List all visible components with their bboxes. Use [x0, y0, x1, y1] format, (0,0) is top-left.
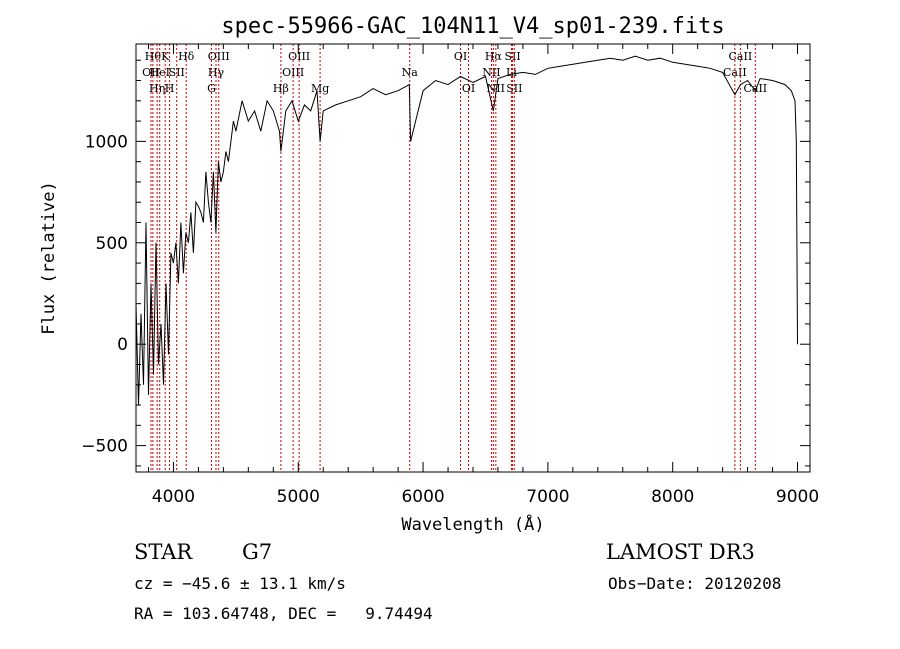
line-label: G: [207, 82, 216, 95]
spectrum-chart: OII Hθ Hη HeI K H SII Hδ G Hγ OIII Hβ OIII OIII Mg Na OI…: [39, 14, 819, 535]
y-tick-label: 0: [117, 335, 128, 355]
line-label: SII: [506, 82, 522, 95]
line-label: OI: [462, 82, 475, 95]
x-tick-label: 6000: [401, 487, 444, 507]
line-label: OII: [142, 66, 160, 79]
spectrum-line: [135, 55, 798, 406]
line-label: Hβ: [273, 82, 289, 95]
obs-date: Obs−Date: 20120208: [608, 574, 782, 593]
plot-frame: [135, 43, 811, 473]
line-label: Hγ: [208, 66, 225, 79]
line-label: OI: [454, 50, 467, 63]
y-tick-label: −500: [81, 437, 128, 457]
coordinates: RA = 103.64748, DEC = 9.74494: [134, 604, 433, 623]
line-label: Mg: [311, 82, 329, 95]
line-label: Hθ: [145, 50, 162, 63]
line-label: Na: [402, 66, 419, 79]
line-label: OIII: [282, 66, 304, 79]
line-label: K: [161, 50, 170, 63]
line-label: HeI: [149, 66, 169, 79]
x-tick-label: 5000: [277, 487, 320, 507]
line-label: CaII: [729, 50, 753, 63]
x-tick-label: 4000: [152, 487, 195, 507]
line-label: CaII: [743, 82, 767, 95]
object-class: STAR: [134, 540, 193, 564]
line-label: Hη: [149, 82, 165, 95]
x-axis-label: Wavelength (Å): [401, 513, 544, 535]
line-label: Hδ: [178, 50, 195, 63]
line-label: CaII: [723, 66, 747, 79]
object-subclass: G7: [242, 540, 273, 564]
line-label: OIII: [288, 50, 310, 63]
y-tick-label: 500: [96, 234, 128, 254]
x-tick-label: 9000: [776, 487, 819, 507]
x-tick-label: 8000: [651, 487, 694, 507]
redshift-cz: cz = −45.6 ± 13.1 km/s: [134, 574, 346, 593]
line-label: H: [165, 82, 175, 95]
line-label: SII: [169, 66, 185, 79]
line-label: Hα: [485, 50, 503, 63]
line-label: SII: [504, 50, 520, 63]
line-label: OIII: [208, 50, 230, 63]
chart-title: spec-55966-GAC_104N11_V4_sp01-239.fits: [221, 14, 724, 39]
survey-name: LAMOST DR3: [606, 540, 755, 564]
line-label: NII: [487, 82, 505, 95]
x-tick-label: 7000: [526, 487, 569, 507]
y-tick-label: 1000: [85, 132, 128, 152]
line-label: Li: [506, 66, 517, 79]
y-axis-label: Flux (relative): [39, 181, 59, 335]
